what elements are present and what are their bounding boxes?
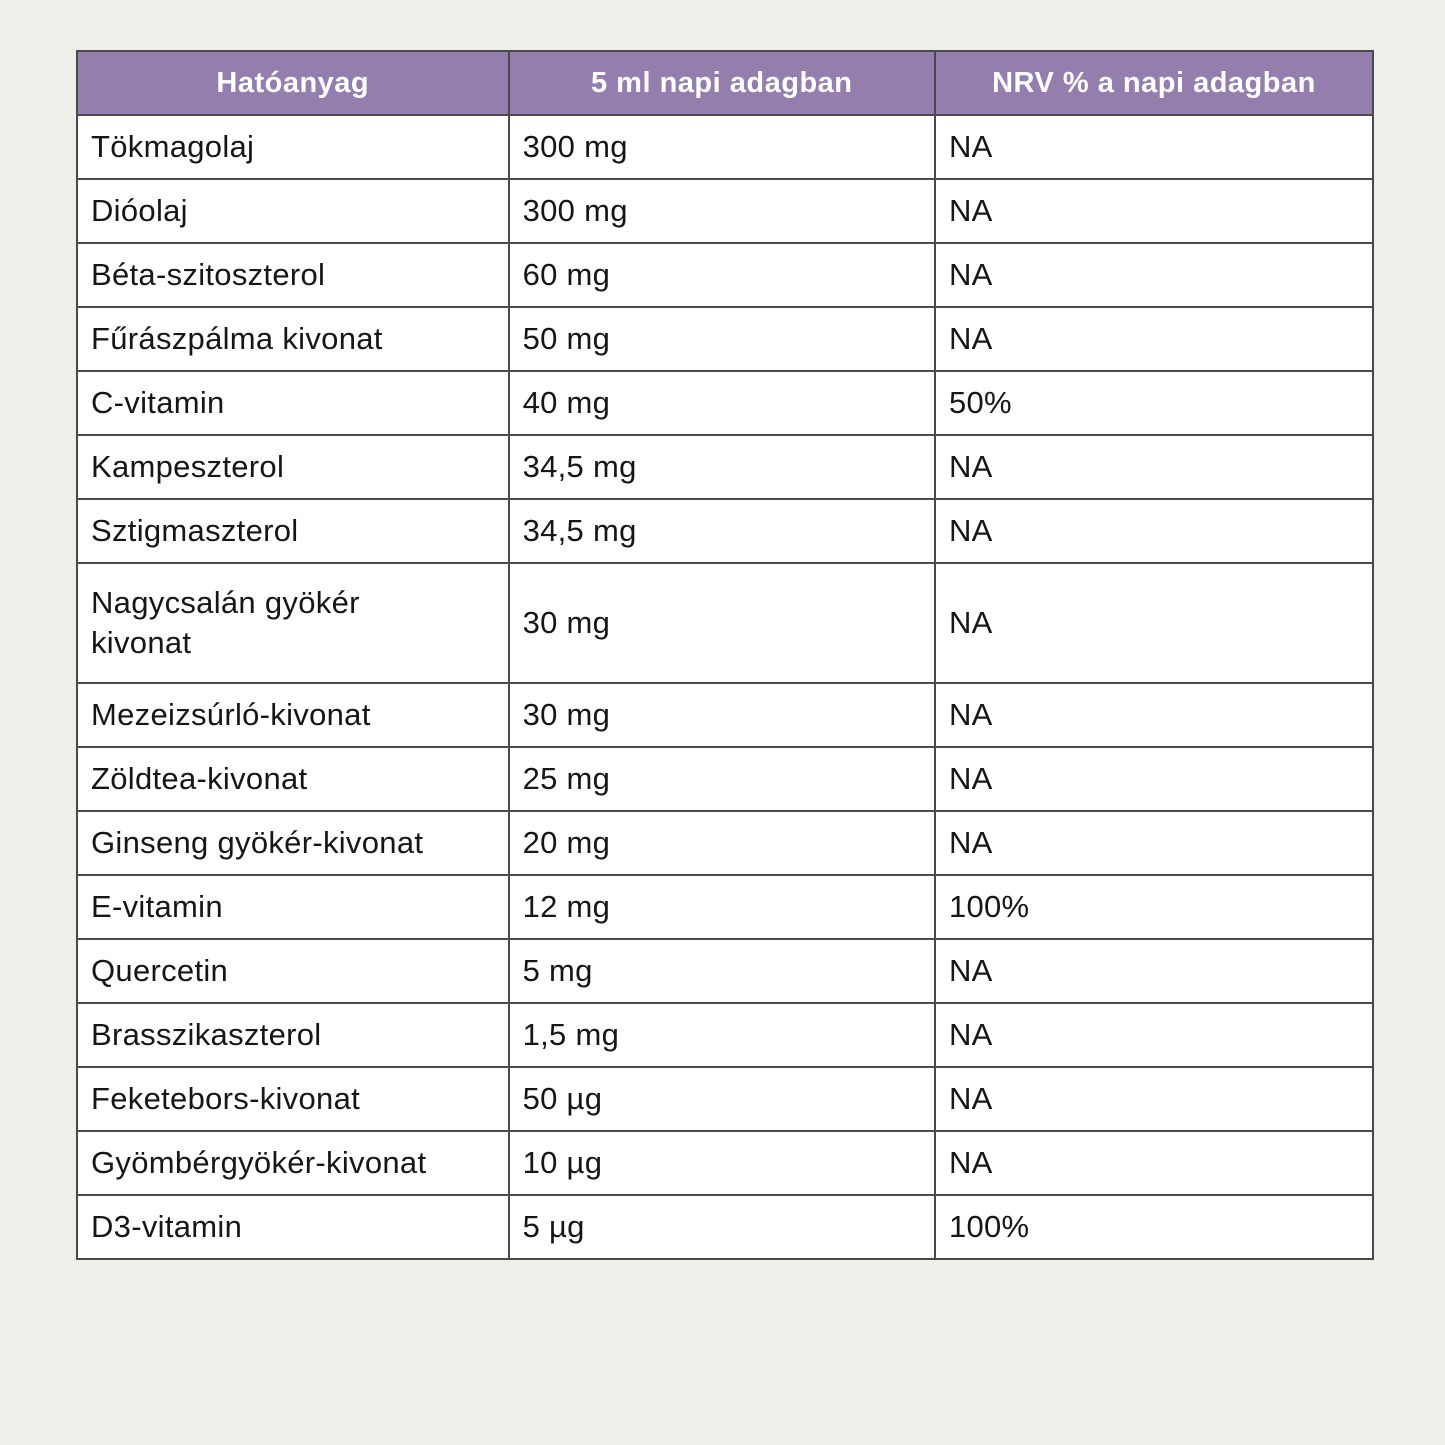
table-row: Fűrászpálma kivonat 50 mg NA [76,306,1375,372]
amount-cell: 5 mg [507,938,936,1004]
table-row: Brasszikaszterol 1,5 mg NA [76,1002,1375,1068]
nrv-cell: 100% [933,874,1375,940]
nrv-cell: NA [933,178,1375,244]
nrv-cell: NA [933,1002,1375,1068]
amount-cell: 5 µg [507,1194,936,1260]
ingredient-cell: D3-vitamin [76,1194,510,1260]
table-row: E-vitamin 12 mg 100% [76,874,1375,940]
table-row: Sztigmaszterol 34,5 mg NA [76,498,1375,564]
table-row: Ginseng gyökér-kivonat 20 mg NA [76,810,1375,876]
amount-cell: 34,5 mg [507,434,936,500]
amount-cell: 50 µg [507,1066,936,1132]
header-ingredient: Hatóanyag [76,50,510,116]
ingredient-cell: Béta-szitoszterol [76,242,510,308]
amount-cell: 25 mg [507,746,936,812]
ingredient-cell: Ginseng gyökér-kivonat [76,810,510,876]
amount-cell: 10 µg [507,1130,936,1196]
amount-cell: 12 mg [507,874,936,940]
amount-cell: 1,5 mg [507,1002,936,1068]
nrv-cell: 50% [933,370,1375,436]
amount-cell: 300 mg [507,178,936,244]
header-nrv: NRV % a napi adagban [933,50,1375,116]
ingredient-cell: Tökmagolaj [76,114,510,180]
ingredient-cell: Sztigmaszterol [76,498,510,564]
ingredient-cell: Gyömbérgyökér-kivonat [76,1130,510,1196]
nrv-cell: NA [933,114,1375,180]
nrv-cell: NA [933,746,1375,812]
ingredient-cell: Fűrászpálma kivonat [76,306,510,372]
amount-cell: 50 mg [507,306,936,372]
ingredients-table-body: Tökmagolaj 300 mg NA Dióolaj 300 mg NA Béta-sz… [76,114,1375,1260]
table-header-row: Hatóanyag 5 ml napi adagban NRV % a napi… [76,50,1375,116]
table-row: D3-vitamin 5 µg 100% [76,1194,1375,1260]
ingredient-cell: Kampeszterol [76,434,510,500]
nrv-cell: NA [933,306,1375,372]
nrv-cell: NA [933,498,1375,564]
ingredients-table: Hatóanyag 5 ml napi adagban NRV % a napi… [76,50,1375,1260]
table-row: Tökmagolaj 300 mg NA [76,114,1375,180]
table-row: C-vitamin 40 mg 50% [76,370,1375,436]
nrv-cell: NA [933,1130,1375,1196]
amount-cell: 60 mg [507,242,936,308]
nrv-cell: NA [933,682,1375,748]
nrv-cell: NA [933,562,1375,684]
ingredient-cell: Mezeizsúrló-kivonat [76,682,510,748]
header-amount: 5 ml napi adagban [507,50,936,116]
table-row: Quercetin 5 mg NA [76,938,1375,1004]
ingredient-cell: Dióolaj [76,178,510,244]
amount-cell: 20 mg [507,810,936,876]
nrv-cell: NA [933,938,1375,1004]
table-row: Gyömbérgyökér-kivonat 10 µg NA [76,1130,1375,1196]
amount-cell: 30 mg [507,562,936,684]
table-row: Nagycsalán gyökér kivonat 30 mg NA [76,562,1375,684]
ingredient-cell: Quercetin [76,938,510,1004]
nrv-cell: NA [933,434,1375,500]
nrv-cell: NA [933,242,1375,308]
ingredient-cell: Feketebors-kivonat [76,1066,510,1132]
nrv-cell: 100% [933,1194,1375,1260]
table-row: Mezeizsúrló-kivonat 30 mg NA [76,682,1375,748]
ingredient-cell: C-vitamin [76,370,510,436]
table-row: Dióolaj 300 mg NA [76,178,1375,244]
table-row: Kampeszterol 34,5 mg NA [76,434,1375,500]
amount-cell: 40 mg [507,370,936,436]
amount-cell: 34,5 mg [507,498,936,564]
ingredient-cell: Brasszikaszterol [76,1002,510,1068]
amount-cell: 30 mg [507,682,936,748]
nrv-cell: NA [933,810,1375,876]
table-row: Zöldtea-kivonat 25 mg NA [76,746,1375,812]
table-row: Feketebors-kivonat 50 µg NA [76,1066,1375,1132]
ingredient-cell: Zöldtea-kivonat [76,746,510,812]
amount-cell: 300 mg [507,114,936,180]
ingredient-cell: E-vitamin [76,874,510,940]
table-row: Béta-szitoszterol 60 mg NA [76,242,1375,308]
ingredient-cell: Nagycsalán gyökér kivonat [76,562,510,684]
nrv-cell: NA [933,1066,1375,1132]
